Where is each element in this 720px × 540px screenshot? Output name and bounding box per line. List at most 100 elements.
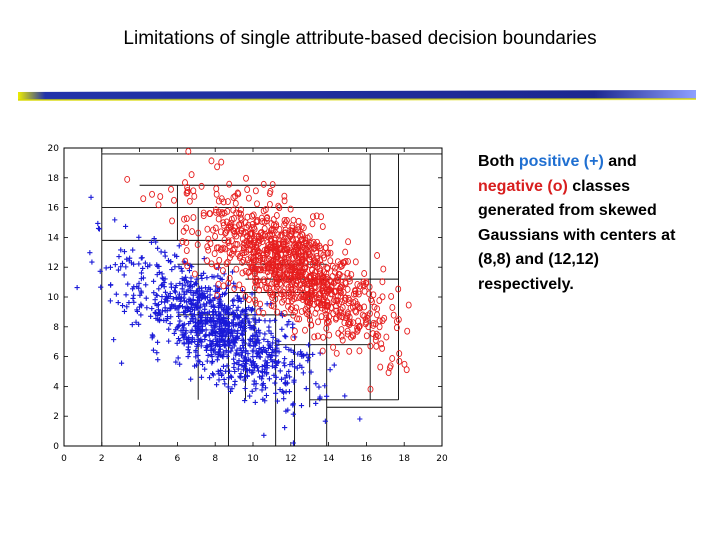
- positive-point-plus: [220, 363, 227, 369]
- negative-point-circle: [273, 290, 280, 298]
- positive-point-plus: [186, 283, 192, 290]
- y-tick-label: 10: [48, 293, 60, 303]
- positive-point-plus: [236, 351, 242, 357]
- positive-point-plus: [283, 334, 289, 340]
- negative-point-circle: [257, 300, 264, 308]
- negative-point-circle: [350, 332, 357, 340]
- negative-point-circle: [184, 262, 191, 270]
- negative-point-circle: [380, 265, 387, 273]
- positive-point-plus: [229, 298, 236, 304]
- positive-point-plus: [217, 341, 223, 348]
- negative-point-circle: [310, 213, 316, 221]
- negative-point-circle: [339, 304, 346, 312]
- positive-point-plus: [131, 261, 137, 267]
- negative-point-circle: [263, 257, 270, 265]
- positive-point-plus: [220, 320, 227, 327]
- positive-point-plus: [270, 334, 276, 341]
- negative-point-circle: [366, 290, 373, 298]
- negative-point-circle: [361, 270, 368, 277]
- negative-point-circle: [228, 215, 235, 223]
- positive-point-plus: [251, 348, 257, 354]
- positive-point-plus: [252, 399, 258, 405]
- positive-point-plus: [310, 351, 316, 358]
- negative-point-circle: [211, 250, 218, 258]
- negative-point-circle: [181, 215, 188, 223]
- positive-point-plus: [251, 325, 257, 331]
- negative-point-circle: [249, 221, 256, 228]
- positive-point-plus: [252, 332, 258, 338]
- positive-point-plus: [186, 350, 192, 356]
- x-tick-label: 6: [175, 454, 181, 464]
- positive-point-plus: [287, 361, 293, 368]
- negative-point-circle: [314, 243, 321, 251]
- negative-point-circle: [200, 212, 207, 220]
- negative-point-circle: [344, 312, 351, 320]
- positive-point-plus: [198, 320, 204, 326]
- positive-point-plus: [239, 350, 245, 356]
- negative-point-circle: [225, 279, 232, 287]
- positive-point-plus: [230, 302, 236, 309]
- positive-point-plus: [222, 381, 228, 387]
- positive-point-plus: [214, 357, 220, 363]
- positive-point-plus: [235, 335, 241, 342]
- negative-point-circle: [295, 241, 302, 249]
- negative-point-circle: [350, 299, 357, 306]
- positive-point-plus: [136, 304, 143, 310]
- negative-point-circle: [250, 253, 257, 261]
- negative-point-circle: [283, 270, 290, 278]
- negative-point-circle: [349, 331, 356, 339]
- positive-point-plus: [212, 332, 218, 339]
- positive-point-plus: [183, 336, 189, 342]
- negative-point-circle: [204, 257, 210, 265]
- positive-point-plus: [207, 292, 213, 298]
- positive-point-plus: [150, 278, 157, 284]
- positive-point-plus: [151, 290, 157, 296]
- positive-point-plus: [273, 374, 279, 380]
- positive-point-plus: [282, 333, 288, 339]
- positive-point-plus: [197, 359, 203, 365]
- negative-point-circle: [297, 232, 304, 240]
- positive-point-plus: [230, 333, 236, 339]
- negative-point-circle: [293, 304, 300, 312]
- negative-point-circle: [272, 295, 279, 303]
- positive-point-plus: [250, 316, 256, 322]
- positive-point-plus: [112, 217, 118, 223]
- negative-point-circle: [303, 271, 310, 279]
- positive-point-plus: [263, 392, 270, 399]
- negative-point-circle: [379, 317, 386, 325]
- positive-point-plus: [121, 249, 128, 255]
- negative-point-circle: [393, 318, 400, 325]
- negative-point-circle: [273, 212, 280, 219]
- positive-point-plus: [155, 245, 161, 251]
- positive-point-plus: [253, 381, 259, 387]
- positive-point-plus: [228, 374, 235, 380]
- negative-point-circle: [337, 283, 344, 291]
- negative-point-circle: [296, 269, 302, 276]
- positive-point-plus: [221, 329, 227, 335]
- negative-point-circle: [302, 326, 308, 334]
- positive-point-plus: [152, 309, 159, 315]
- negative-point-circle: [212, 233, 219, 240]
- positive-point-plus: [227, 342, 233, 349]
- negative-point-circle: [200, 209, 207, 217]
- negative-point-circle: [204, 225, 211, 233]
- negative-point-circle: [205, 235, 212, 243]
- negative-point-circle: [377, 363, 384, 371]
- positive-point-plus: [203, 327, 209, 333]
- negative-point-circle: [236, 209, 243, 217]
- positive-point-plus: [209, 371, 216, 377]
- positive-point-plus: [300, 370, 306, 376]
- positive-point-plus: [153, 239, 159, 245]
- negative-point-circle: [249, 212, 256, 220]
- positive-point-plus: [173, 359, 179, 365]
- negative-point-circle: [298, 259, 305, 267]
- positive-point-plus: [118, 360, 125, 366]
- negative-point-circle: [243, 174, 249, 182]
- positive-point-plus: [158, 312, 164, 318]
- negative-point-circle: [236, 281, 243, 289]
- positive-point-plus: [235, 304, 241, 310]
- positive-point-plus: [209, 330, 215, 336]
- positive-point-plus: [256, 354, 262, 360]
- negative-point-circle: [309, 266, 315, 274]
- negative-point-circle: [171, 196, 177, 204]
